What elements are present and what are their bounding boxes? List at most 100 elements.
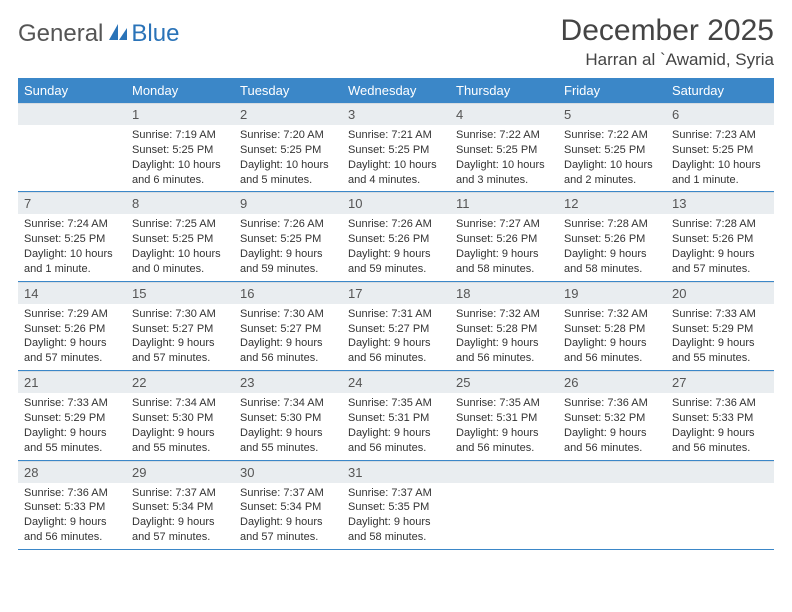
weekday-header: Saturday [666, 78, 774, 103]
weekday-header: Monday [126, 78, 234, 103]
day-content: Sunrise: 7:22 AMSunset: 5:25 PMDaylight:… [558, 125, 666, 191]
day-content: Sunrise: 7:35 AMSunset: 5:31 PMDaylight:… [342, 393, 450, 459]
calendar-day-cell [558, 460, 666, 549]
location: Harran al `Awamid, Syria [561, 50, 774, 70]
calendar-day-cell: 18Sunrise: 7:32 AMSunset: 5:28 PMDayligh… [450, 281, 558, 370]
calendar-day-cell: 14Sunrise: 7:29 AMSunset: 5:26 PMDayligh… [18, 281, 126, 370]
day-number: 24 [342, 371, 450, 393]
weekday-header: Wednesday [342, 78, 450, 103]
weekday-header: Thursday [450, 78, 558, 103]
day-number: 13 [666, 192, 774, 214]
weekday-header: Tuesday [234, 78, 342, 103]
day-content: Sunrise: 7:30 AMSunset: 5:27 PMDaylight:… [126, 304, 234, 370]
day-number: 9 [234, 192, 342, 214]
calendar-day-cell [450, 460, 558, 549]
calendar-day-cell: 12Sunrise: 7:28 AMSunset: 5:26 PMDayligh… [558, 192, 666, 281]
day-number: 21 [18, 371, 126, 393]
day-content: Sunrise: 7:21 AMSunset: 5:25 PMDaylight:… [342, 125, 450, 191]
day-number: 30 [234, 461, 342, 483]
day-content: Sunrise: 7:36 AMSunset: 5:33 PMDaylight:… [18, 483, 126, 549]
calendar-day-cell [18, 103, 126, 192]
day-content: Sunrise: 7:25 AMSunset: 5:25 PMDaylight:… [126, 214, 234, 280]
day-number [450, 461, 558, 483]
day-number: 6 [666, 103, 774, 125]
day-content: Sunrise: 7:37 AMSunset: 5:34 PMDaylight:… [126, 483, 234, 549]
day-number: 4 [450, 103, 558, 125]
calendar-day-cell: 7Sunrise: 7:24 AMSunset: 5:25 PMDaylight… [18, 192, 126, 281]
calendar-day-cell: 27Sunrise: 7:36 AMSunset: 5:33 PMDayligh… [666, 371, 774, 460]
day-number: 23 [234, 371, 342, 393]
day-number: 17 [342, 282, 450, 304]
calendar-header-row: SundayMondayTuesdayWednesdayThursdayFrid… [18, 78, 774, 103]
day-number: 26 [558, 371, 666, 393]
day-number [18, 103, 126, 125]
sail-icon [107, 22, 129, 47]
calendar-day-cell: 9Sunrise: 7:26 AMSunset: 5:25 PMDaylight… [234, 192, 342, 281]
day-number: 12 [558, 192, 666, 214]
calendar-day-cell: 21Sunrise: 7:33 AMSunset: 5:29 PMDayligh… [18, 371, 126, 460]
calendar-day-cell: 22Sunrise: 7:34 AMSunset: 5:30 PMDayligh… [126, 371, 234, 460]
calendar-week-row: 28Sunrise: 7:36 AMSunset: 5:33 PMDayligh… [18, 460, 774, 549]
day-content: Sunrise: 7:37 AMSunset: 5:34 PMDaylight:… [234, 483, 342, 549]
day-number: 19 [558, 282, 666, 304]
calendar-day-cell: 26Sunrise: 7:36 AMSunset: 5:32 PMDayligh… [558, 371, 666, 460]
calendar-day-cell: 19Sunrise: 7:32 AMSunset: 5:28 PMDayligh… [558, 281, 666, 370]
day-number: 2 [234, 103, 342, 125]
day-content: Sunrise: 7:37 AMSunset: 5:35 PMDaylight:… [342, 483, 450, 549]
day-content: Sunrise: 7:36 AMSunset: 5:32 PMDaylight:… [558, 393, 666, 459]
day-number [666, 461, 774, 483]
header: General Blue December 2025 Harran al `Aw… [18, 14, 774, 70]
calendar-day-cell: 31Sunrise: 7:37 AMSunset: 5:35 PMDayligh… [342, 460, 450, 549]
calendar-day-cell: 15Sunrise: 7:30 AMSunset: 5:27 PMDayligh… [126, 281, 234, 370]
calendar-day-cell: 28Sunrise: 7:36 AMSunset: 5:33 PMDayligh… [18, 460, 126, 549]
day-number: 7 [18, 192, 126, 214]
day-number: 20 [666, 282, 774, 304]
calendar-week-row: 21Sunrise: 7:33 AMSunset: 5:29 PMDayligh… [18, 371, 774, 460]
calendar-day-cell: 2Sunrise: 7:20 AMSunset: 5:25 PMDaylight… [234, 103, 342, 192]
logo-text-blue: Blue [131, 20, 179, 48]
calendar-day-cell: 16Sunrise: 7:30 AMSunset: 5:27 PMDayligh… [234, 281, 342, 370]
day-content: Sunrise: 7:32 AMSunset: 5:28 PMDaylight:… [558, 304, 666, 370]
day-content: Sunrise: 7:33 AMSunset: 5:29 PMDaylight:… [666, 304, 774, 370]
calendar-day-cell [666, 460, 774, 549]
day-content: Sunrise: 7:35 AMSunset: 5:31 PMDaylight:… [450, 393, 558, 459]
calendar-day-cell: 30Sunrise: 7:37 AMSunset: 5:34 PMDayligh… [234, 460, 342, 549]
day-content: Sunrise: 7:36 AMSunset: 5:33 PMDaylight:… [666, 393, 774, 459]
day-number: 8 [126, 192, 234, 214]
day-content: Sunrise: 7:26 AMSunset: 5:25 PMDaylight:… [234, 214, 342, 280]
day-content: Sunrise: 7:22 AMSunset: 5:25 PMDaylight:… [450, 125, 558, 191]
calendar-day-cell: 24Sunrise: 7:35 AMSunset: 5:31 PMDayligh… [342, 371, 450, 460]
day-number: 3 [342, 103, 450, 125]
day-content: Sunrise: 7:28 AMSunset: 5:26 PMDaylight:… [666, 214, 774, 280]
day-content: Sunrise: 7:30 AMSunset: 5:27 PMDaylight:… [234, 304, 342, 370]
calendar-week-row: 1Sunrise: 7:19 AMSunset: 5:25 PMDaylight… [18, 103, 774, 192]
calendar-week-row: 14Sunrise: 7:29 AMSunset: 5:26 PMDayligh… [18, 281, 774, 370]
day-content: Sunrise: 7:23 AMSunset: 5:25 PMDaylight:… [666, 125, 774, 191]
calendar-day-cell: 5Sunrise: 7:22 AMSunset: 5:25 PMDaylight… [558, 103, 666, 192]
calendar-day-cell: 17Sunrise: 7:31 AMSunset: 5:27 PMDayligh… [342, 281, 450, 370]
day-content: Sunrise: 7:31 AMSunset: 5:27 PMDaylight:… [342, 304, 450, 370]
day-content: Sunrise: 7:34 AMSunset: 5:30 PMDaylight:… [126, 393, 234, 459]
calendar-day-cell: 8Sunrise: 7:25 AMSunset: 5:25 PMDaylight… [126, 192, 234, 281]
calendar-day-cell: 6Sunrise: 7:23 AMSunset: 5:25 PMDaylight… [666, 103, 774, 192]
day-number: 11 [450, 192, 558, 214]
day-number [558, 461, 666, 483]
day-content: Sunrise: 7:24 AMSunset: 5:25 PMDaylight:… [18, 214, 126, 280]
calendar-day-cell: 13Sunrise: 7:28 AMSunset: 5:26 PMDayligh… [666, 192, 774, 281]
logo-text-general: General [18, 20, 103, 48]
calendar-day-cell: 10Sunrise: 7:26 AMSunset: 5:26 PMDayligh… [342, 192, 450, 281]
day-content: Sunrise: 7:29 AMSunset: 5:26 PMDaylight:… [18, 304, 126, 370]
day-number: 18 [450, 282, 558, 304]
day-content: Sunrise: 7:34 AMSunset: 5:30 PMDaylight:… [234, 393, 342, 459]
calendar-table: SundayMondayTuesdayWednesdayThursdayFrid… [18, 78, 774, 550]
day-number: 27 [666, 371, 774, 393]
calendar-day-cell: 23Sunrise: 7:34 AMSunset: 5:30 PMDayligh… [234, 371, 342, 460]
calendar-day-cell: 4Sunrise: 7:22 AMSunset: 5:25 PMDaylight… [450, 103, 558, 192]
calendar-day-cell: 25Sunrise: 7:35 AMSunset: 5:31 PMDayligh… [450, 371, 558, 460]
title-block: December 2025 Harran al `Awamid, Syria [561, 14, 774, 70]
calendar-day-cell: 3Sunrise: 7:21 AMSunset: 5:25 PMDaylight… [342, 103, 450, 192]
day-content: Sunrise: 7:28 AMSunset: 5:26 PMDaylight:… [558, 214, 666, 280]
calendar-day-cell: 1Sunrise: 7:19 AMSunset: 5:25 PMDaylight… [126, 103, 234, 192]
day-number: 28 [18, 461, 126, 483]
day-number: 31 [342, 461, 450, 483]
